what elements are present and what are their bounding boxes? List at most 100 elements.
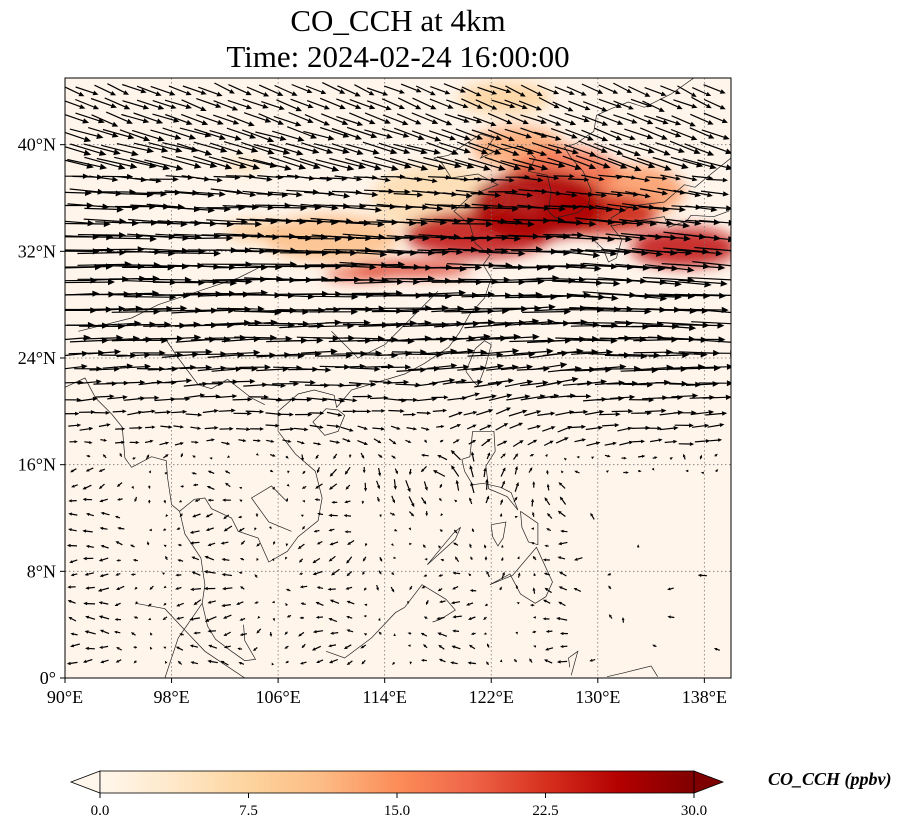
wind-arrow	[709, 438, 723, 442]
wind-arrow	[71, 484, 78, 488]
wind-arrow	[684, 143, 715, 156]
wind-arrow	[137, 395, 160, 401]
wind-arrow	[229, 378, 256, 384]
wind-arrow	[476, 409, 494, 416]
y-tick-label: 32°N	[18, 241, 56, 261]
wind-arrow	[246, 86, 270, 97]
wind-arrow	[329, 157, 366, 170]
wind-arrow	[486, 570, 490, 578]
wind-arrow	[284, 631, 288, 635]
wind-arrow	[224, 470, 231, 474]
wind-arrow	[684, 364, 721, 372]
wind-arrow	[115, 573, 121, 576]
wind-arrow	[415, 85, 436, 96]
wind-arrow	[146, 541, 150, 546]
wind-arrow	[65, 334, 91, 342]
wind-arrow	[678, 279, 728, 287]
wind-arrow	[69, 188, 105, 195]
wind-arrow	[191, 472, 197, 475]
wind-arrow	[255, 513, 259, 518]
wind-arrow	[372, 427, 386, 431]
wind-arrow	[311, 645, 322, 651]
wind-arrow	[104, 97, 131, 110]
wind-arrow	[636, 544, 640, 548]
wind-arrow	[207, 470, 215, 474]
wind-arrow	[145, 454, 150, 460]
wind-arrow	[329, 203, 367, 210]
wind-arrow	[299, 585, 308, 589]
wind-arrow	[285, 602, 288, 606]
wind-arrow	[102, 128, 135, 140]
wind-arrow	[130, 544, 135, 548]
wind-arrow	[84, 440, 93, 444]
wind-arrow	[164, 471, 168, 475]
colorbar-body	[99, 770, 695, 794]
wind-arrow	[423, 481, 428, 491]
wind-arrow	[673, 99, 698, 109]
wind-arrow	[560, 470, 564, 474]
wind-arrow	[369, 395, 389, 401]
wind-arrow	[207, 659, 218, 664]
wind-arrow	[363, 482, 368, 492]
wind-arrow	[190, 587, 201, 591]
latitude-ticks: 0° 8°N 16°N 24°N 32°N 40°N	[18, 135, 65, 688]
wind-arrow	[423, 156, 462, 169]
wind-arrow	[621, 617, 625, 623]
wind-arrow	[479, 235, 522, 242]
wind-arrow	[102, 454, 107, 459]
wind-arrow	[346, 206, 383, 213]
wind-arrow	[349, 366, 381, 372]
wind-arrow	[674, 263, 726, 271]
wind-arrow	[501, 480, 505, 489]
wind-arrow	[226, 127, 257, 139]
wind-arrow	[305, 85, 327, 95]
co-concentration-field	[224, 82, 731, 281]
wind-arrow	[271, 558, 275, 562]
wind-arrow	[115, 440, 125, 445]
wind-arrow	[607, 203, 640, 211]
wind-arrow	[685, 469, 689, 473]
wind-arrow	[553, 174, 575, 179]
wind-arrow	[364, 543, 368, 547]
wind-arrow	[506, 304, 556, 311]
wind-arrow	[450, 661, 458, 665]
wind-arrow	[469, 465, 474, 478]
wind-arrow	[303, 130, 335, 141]
wind-arrow	[77, 396, 98, 402]
wind-arrow	[130, 157, 171, 171]
wind-arrow	[366, 100, 392, 111]
wind-arrow	[530, 603, 535, 607]
wind-arrow	[565, 128, 594, 141]
wind-arrow	[291, 83, 313, 94]
wind-arrow	[408, 205, 444, 212]
wind-arrow	[134, 496, 138, 503]
wind-arrow	[556, 617, 568, 621]
wind-arrow	[141, 409, 156, 414]
wind-arrow	[84, 206, 124, 213]
wind-arrow	[357, 440, 369, 445]
coastline-segment	[490, 521, 507, 547]
wind-arrow	[277, 412, 294, 417]
coastline-segment	[461, 430, 519, 511]
wind-arrow	[505, 113, 529, 125]
wind-arrow	[136, 85, 162, 96]
wind-arrow	[167, 364, 197, 371]
wind-arrow	[213, 114, 240, 125]
wind-arrow	[163, 454, 169, 459]
wind-arrow	[180, 113, 209, 126]
wind-arrow	[115, 427, 126, 431]
wind-arrow	[377, 496, 380, 503]
wind-arrow	[441, 129, 471, 141]
wind-arrow	[577, 379, 607, 386]
wind-arrow	[163, 646, 167, 649]
wind-arrow	[326, 424, 341, 429]
wind-arrow	[505, 85, 526, 97]
wind-arrow	[477, 86, 498, 95]
wind-arrow	[545, 647, 554, 651]
wind-arrow	[65, 100, 86, 109]
wind-arrow	[613, 114, 638, 124]
wind-arrow	[699, 454, 703, 460]
wind-arrow	[209, 457, 213, 460]
wind-arrow	[478, 250, 526, 257]
wind-arrow	[356, 249, 405, 257]
